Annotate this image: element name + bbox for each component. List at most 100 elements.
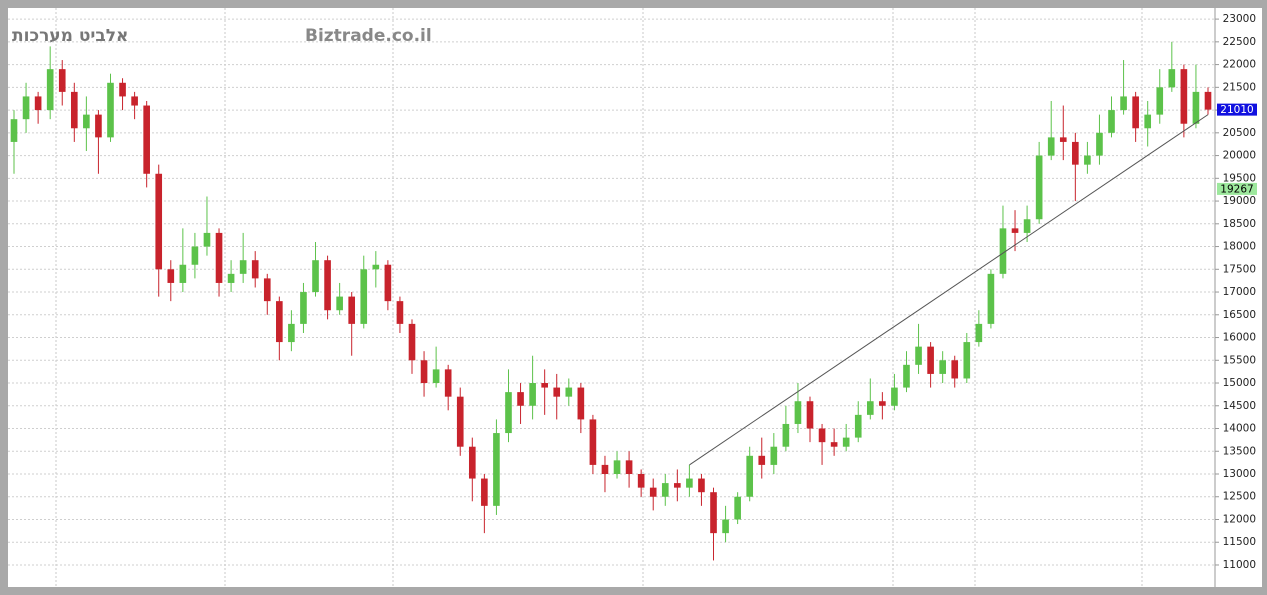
y-tick-label: 16000: [1223, 332, 1256, 344]
y-tick-label: 21500: [1223, 81, 1256, 93]
candle-body: [420, 360, 428, 384]
candle-body: [493, 433, 500, 506]
candle-body: [529, 383, 536, 406]
candle-body: [119, 82, 126, 97]
y-tick-label: 20000: [1223, 150, 1256, 162]
candle-body: [649, 487, 657, 497]
candle-body: [830, 442, 838, 447]
price-label: 21010: [1220, 104, 1253, 116]
candle-body: [300, 292, 307, 324]
y-tick-label: 16500: [1223, 309, 1256, 321]
watermark: Biztrade.co.il: [305, 26, 432, 46]
candle-body: [794, 401, 802, 424]
candle-body: [131, 96, 138, 106]
candle-body: [698, 478, 705, 493]
candle-body: [758, 455, 766, 465]
y-tick-label: 19500: [1223, 172, 1256, 184]
candle-body: [722, 519, 729, 534]
candle-body: [613, 460, 621, 475]
candle-body: [1156, 87, 1164, 115]
candle-body: [58, 69, 66, 92]
y-tick-label: 12000: [1223, 513, 1256, 525]
candle-body: [577, 387, 585, 420]
candle-body: [10, 119, 18, 142]
candle-body: [288, 323, 295, 343]
candle-body: [1108, 110, 1115, 133]
candle-body: [987, 273, 995, 324]
y-tick-label: 15500: [1223, 354, 1256, 366]
candle-body: [456, 396, 464, 447]
candle-body: [746, 455, 754, 497]
candle-body: [143, 105, 150, 174]
candle-body: [227, 273, 235, 283]
candle-body: [179, 264, 187, 283]
candle-body: [263, 278, 271, 302]
candle-body: [661, 483, 669, 497]
candle-body: [312, 260, 319, 293]
candle-body: [818, 428, 826, 443]
candle-body: [1011, 228, 1019, 233]
candle-body: [553, 387, 561, 397]
candle-body: [348, 296, 356, 324]
candle-body: [770, 446, 778, 465]
candle-body: [155, 173, 163, 270]
y-tick-label: 11500: [1223, 536, 1256, 548]
candle-body: [46, 69, 54, 111]
candle-body: [1059, 137, 1067, 142]
candle-body: [1047, 137, 1055, 156]
candle-body: [1023, 219, 1031, 233]
y-tick-label: 14500: [1223, 400, 1256, 412]
candle-body: [854, 414, 862, 438]
candle-body: [167, 269, 175, 283]
candle-body: [95, 114, 102, 138]
candle-body: [806, 401, 814, 429]
candle-body: [1096, 132, 1103, 156]
candle-body: [782, 423, 790, 447]
candle-body: [1132, 96, 1139, 129]
y-tick-label: 15000: [1223, 377, 1256, 389]
candle-body: [203, 232, 211, 247]
candle-body: [505, 392, 512, 434]
candle-body: [239, 260, 247, 274]
candle-body: [360, 269, 368, 324]
chart-title: אלביט מערכות: [12, 26, 128, 46]
y-tick-label: 20500: [1223, 127, 1256, 139]
candle-body: [1204, 91, 1212, 110]
candle-body: [541, 383, 548, 388]
candle-body: [324, 260, 331, 311]
y-tick-label: 13500: [1223, 445, 1256, 457]
candle-body: [686, 478, 693, 488]
y-tick-label: 12500: [1223, 491, 1256, 503]
vertical-grid: [55, 8, 1143, 587]
y-tick-label: 19000: [1223, 195, 1256, 207]
candle-body: [1168, 69, 1176, 88]
y-tick-label: 22500: [1223, 36, 1256, 48]
candle-body: [734, 496, 741, 520]
y-tick-label: 17000: [1223, 286, 1256, 298]
candle-body: [866, 401, 874, 415]
price-label: 19267: [1220, 183, 1253, 195]
price-label-box: [1217, 182, 1257, 195]
candle-body: [22, 96, 30, 120]
candle-body: [396, 301, 404, 324]
candle-body: [191, 246, 199, 265]
candle-body: [589, 419, 597, 465]
y-tick-label: 13000: [1223, 468, 1256, 480]
candle-body: [1192, 91, 1200, 124]
price-label-box: [1217, 103, 1257, 116]
candle-body: [927, 346, 934, 374]
chart-background: [8, 8, 1262, 587]
candle-body: [903, 364, 910, 388]
candle-body: [384, 264, 392, 302]
y-tick-label: 22000: [1223, 59, 1256, 71]
candle-body: [601, 464, 609, 475]
candle-body: [637, 474, 645, 488]
candle-body: [481, 478, 488, 506]
candle-body: [915, 346, 922, 365]
candle-body: [565, 387, 573, 397]
candle-body: [517, 392, 524, 406]
candle-body: [251, 260, 259, 279]
candle-body: [372, 264, 380, 270]
